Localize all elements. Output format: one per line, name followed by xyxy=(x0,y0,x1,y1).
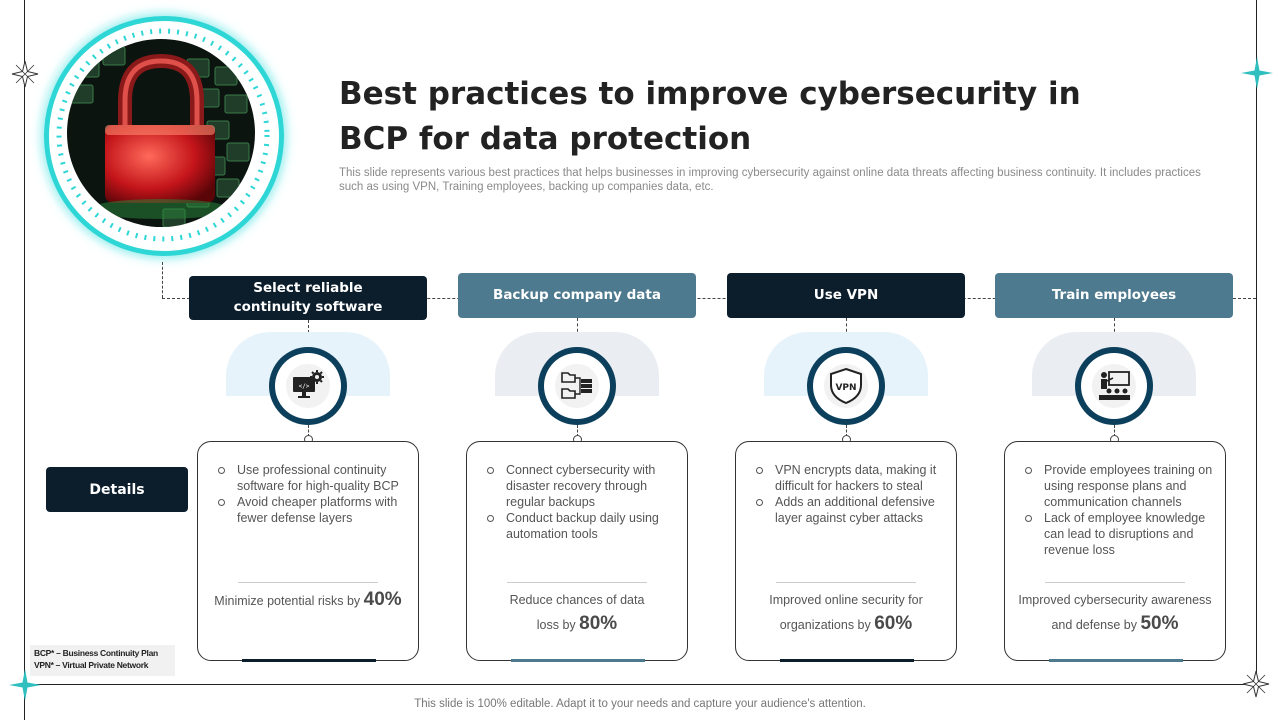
list-item: Avoid cheaper platforms with fewer defen… xyxy=(216,494,406,526)
list-item: Connect cybersecurity with disaster reco… xyxy=(485,462,675,510)
bullet-list: Connect cybersecurity with disaster reco… xyxy=(485,462,675,542)
svg-text:</>: </> xyxy=(299,383,310,390)
frame-line-right xyxy=(1256,0,1257,684)
slide-title: Best practices to improve cybersecurity … xyxy=(339,76,1081,157)
list-item: Conduct backup daily using automation to… xyxy=(485,510,675,542)
header-use-vpn: Use VPN xyxy=(727,273,965,318)
hero-ring xyxy=(44,16,284,256)
summary: Minimize potential risks by 40% xyxy=(206,588,410,613)
icon-badge-1: </> xyxy=(269,347,347,425)
summary: Improved cybersecurity awareness and def… xyxy=(1009,588,1221,637)
presentation-training-icon xyxy=(1099,371,1130,400)
header-select-software: Select reliable continuity software xyxy=(189,276,427,320)
hero-badge xyxy=(36,8,290,262)
sparkle-teal-icon xyxy=(1241,57,1273,89)
connector-card-4 xyxy=(1114,425,1115,437)
bullet-list: VPN encrypts data, making it difficult f… xyxy=(754,462,944,526)
practice-card-1: Use professional continuity software for… xyxy=(197,441,419,662)
padlock-on-keyboard-image xyxy=(67,39,255,227)
header-label: Use VPN xyxy=(813,287,879,303)
card-accent-bar xyxy=(242,659,376,662)
summary-percent: 80% xyxy=(579,613,618,634)
divider xyxy=(776,582,916,583)
divider xyxy=(238,582,378,583)
summary-text: Improved online security for organizatio… xyxy=(769,593,923,632)
abbreviation-legend: BCP* – Business Continuity Plan VPN* – V… xyxy=(30,645,175,676)
vpn-shield-label: VPN xyxy=(835,383,856,393)
header-label: Select reliable continuity software xyxy=(233,280,383,315)
connector-hero xyxy=(162,262,163,298)
details-label: Details xyxy=(46,467,188,512)
frame-line-left xyxy=(24,0,25,720)
icon-badge-3: VPN xyxy=(807,347,885,425)
connector-card-2 xyxy=(577,425,578,437)
sparkle-outline-icon xyxy=(1242,670,1270,698)
footer-note: This slide is 100% editable. Adapt it to… xyxy=(414,698,866,710)
summary-percent: 40% xyxy=(363,589,402,610)
summary: Reduce chances of data loss by 80% xyxy=(497,588,657,637)
summary-percent: 60% xyxy=(874,613,913,634)
list-item: Provide employees training on using resp… xyxy=(1023,462,1213,510)
summary-text: Reduce chances of data loss by xyxy=(509,593,645,632)
sparkle-outline-icon xyxy=(11,60,39,88)
divider xyxy=(507,582,647,583)
card-accent-bar xyxy=(780,659,914,662)
summary: Improved online security for organizatio… xyxy=(758,588,934,637)
details-label-text: Details xyxy=(89,481,145,498)
list-item: Adds an additional defensive layer again… xyxy=(754,494,944,526)
folder-server-backup-icon xyxy=(561,372,592,399)
summary-text: Minimize potential risks by xyxy=(214,594,361,608)
bullet-list: Provide employees training on using resp… xyxy=(1023,462,1213,558)
sparkle-teal-icon xyxy=(9,669,41,701)
connector-card-1 xyxy=(308,425,309,437)
header-label: Backup company data xyxy=(493,287,661,303)
practice-card-2: Connect cybersecurity with disaster reco… xyxy=(466,441,688,662)
card-accent-bar xyxy=(1049,659,1183,662)
list-item: VPN encrypts data, making it difficult f… xyxy=(754,462,944,494)
summary-text: Improved cybersecurity awareness and def… xyxy=(1018,593,1212,632)
hero-tick-ring xyxy=(56,28,270,242)
vpn-shield-icon: VPN xyxy=(830,367,862,405)
practice-card-4: Provide employees training on using resp… xyxy=(1004,441,1226,662)
header-label: Train employees xyxy=(1051,287,1177,303)
connector-card-3 xyxy=(846,425,847,437)
header-backup-data: Backup company data xyxy=(458,273,696,318)
list-item: Use professional continuity software for… xyxy=(216,462,406,494)
legend-item: BCP* – Business Continuity Plan xyxy=(34,648,158,658)
frame-line-bottom xyxy=(24,684,1256,685)
summary-percent: 50% xyxy=(1140,613,1179,634)
slide-subtitle: This slide represents various best pract… xyxy=(339,167,1201,193)
header-train-employees: Train employees xyxy=(995,273,1233,318)
list-item: Lack of employee knowledge can lead to d… xyxy=(1023,510,1213,558)
bullet-list: Use professional continuity software for… xyxy=(216,462,406,526)
icon-badge-2 xyxy=(538,347,616,425)
computer-gear-code-icon: </> xyxy=(293,370,324,398)
card-accent-bar xyxy=(511,659,645,662)
practice-card-3: VPN encrypts data, making it difficult f… xyxy=(735,441,957,662)
icon-badge-4 xyxy=(1075,347,1153,425)
divider xyxy=(1045,582,1185,583)
legend-item: VPN* – Virtual Private Network xyxy=(34,660,149,670)
connector-horizontal xyxy=(162,298,1256,299)
